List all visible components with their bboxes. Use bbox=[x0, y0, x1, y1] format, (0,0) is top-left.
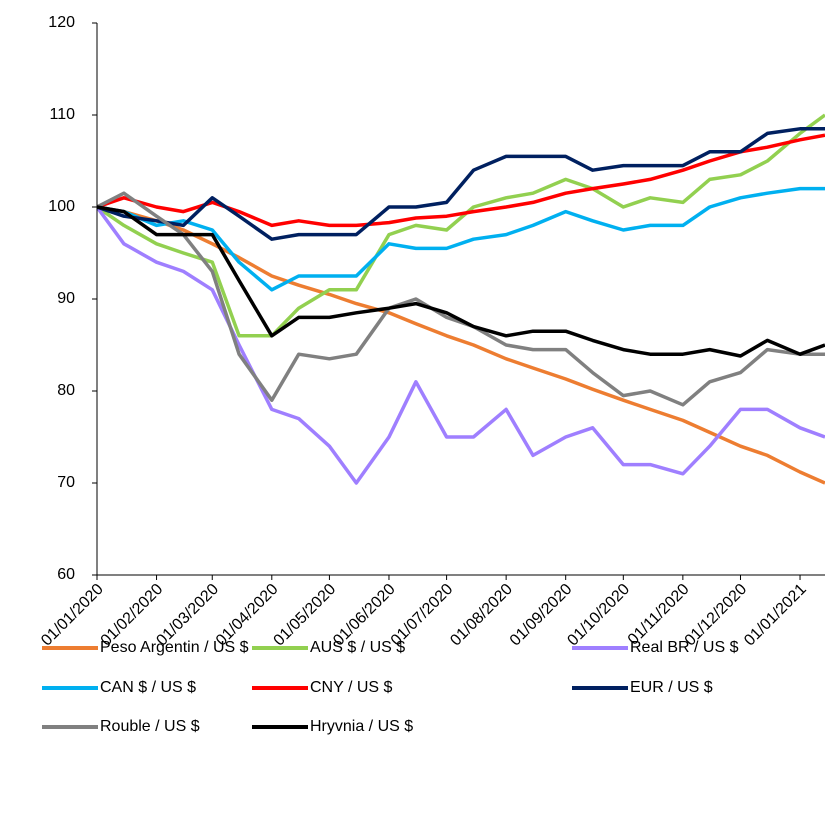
x-tick-label: 01/01/2020 bbox=[38, 581, 107, 650]
series-line bbox=[97, 205, 825, 485]
x-tick-label: 01/08/2020 bbox=[447, 581, 516, 650]
y-tick-label: 120 bbox=[48, 14, 75, 31]
y-tick-label: 70 bbox=[57, 474, 75, 491]
series-line bbox=[97, 133, 825, 228]
x-tick-label: 01/10/2020 bbox=[564, 581, 633, 650]
legend-label: AUS $ / US $ bbox=[310, 639, 405, 656]
legend-label: CAN $ / US $ bbox=[100, 679, 196, 696]
y-tick-label: 80 bbox=[57, 382, 75, 399]
series-line bbox=[97, 186, 825, 292]
legend-label: Rouble / US $ bbox=[100, 718, 200, 735]
y-tick-label: 110 bbox=[49, 106, 75, 123]
plot-area bbox=[97, 113, 825, 485]
legend-label: EUR / US $ bbox=[630, 679, 713, 696]
y-tick-label: 100 bbox=[48, 198, 75, 215]
legend-label: CNY / US $ bbox=[310, 679, 393, 696]
series-line bbox=[97, 113, 825, 338]
legend-label: Hryvnia / US $ bbox=[310, 718, 413, 735]
series-line bbox=[97, 205, 825, 485]
y-tick-label: 60 bbox=[57, 566, 75, 583]
legend-label: Real BR / US $ bbox=[630, 639, 739, 656]
series-line bbox=[97, 127, 825, 241]
x-tick-label: 01/01/2021 bbox=[741, 581, 810, 650]
y-tick-label: 90 bbox=[57, 290, 75, 307]
series-line bbox=[97, 205, 825, 358]
series-line bbox=[97, 191, 825, 407]
legend-label: Peso Argentin / US $ bbox=[100, 639, 249, 656]
